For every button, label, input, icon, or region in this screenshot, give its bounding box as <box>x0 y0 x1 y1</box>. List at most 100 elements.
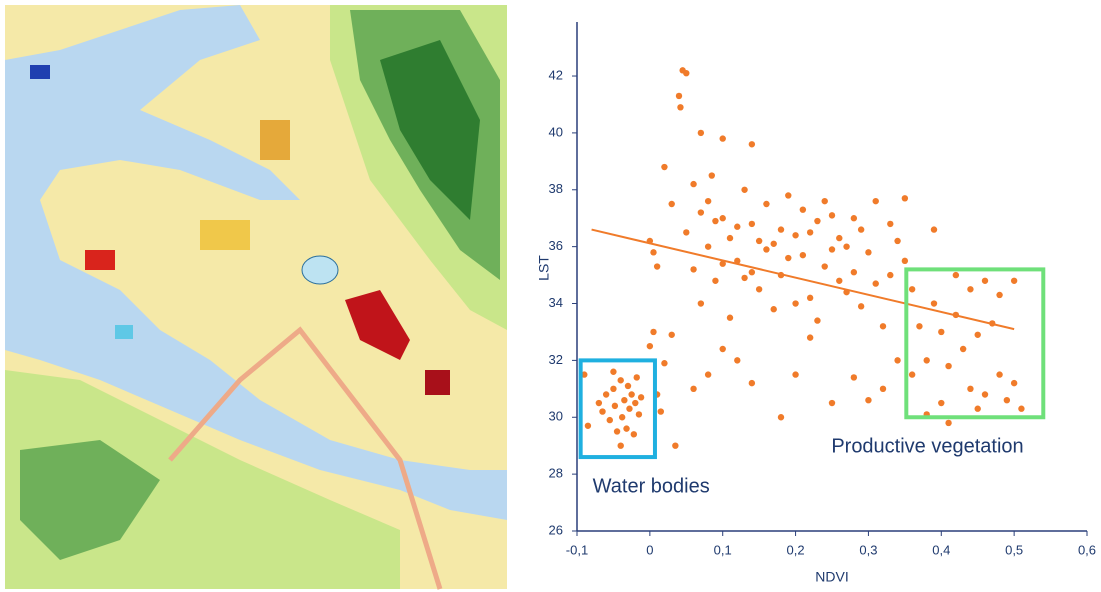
point <box>698 300 704 306</box>
point <box>618 442 624 448</box>
point <box>807 229 813 235</box>
point <box>792 232 798 238</box>
point <box>683 70 689 76</box>
point <box>603 391 609 397</box>
point <box>814 317 820 323</box>
point <box>785 192 791 198</box>
map-building <box>260 120 290 160</box>
point <box>873 198 879 204</box>
point <box>865 397 871 403</box>
point <box>778 414 784 420</box>
point <box>800 206 806 212</box>
point <box>599 408 605 414</box>
point <box>953 272 959 278</box>
point <box>734 357 740 363</box>
point <box>800 252 806 258</box>
map <box>5 5 507 589</box>
point <box>677 104 683 110</box>
y-tick-label: 26 <box>549 522 563 537</box>
point <box>909 371 915 377</box>
point <box>720 346 726 352</box>
point <box>676 93 682 99</box>
point <box>727 235 733 241</box>
map-building <box>425 370 450 395</box>
point <box>909 286 915 292</box>
map-building <box>115 325 133 339</box>
point <box>967 386 973 392</box>
figure: LST NDVI 262830323436384042-0,100,10,20,… <box>0 0 1101 592</box>
point <box>792 300 798 306</box>
y-tick-label: 34 <box>549 295 563 310</box>
point <box>734 224 740 230</box>
x-tick-label: 0,2 <box>787 542 805 557</box>
point <box>623 425 629 431</box>
y-axis-label: LST <box>536 255 552 281</box>
point <box>632 400 638 406</box>
point <box>807 334 813 340</box>
point <box>607 417 613 423</box>
point <box>931 226 937 232</box>
y-tick-label: 32 <box>549 352 563 367</box>
point <box>705 198 711 204</box>
x-axis-label: NDVI <box>815 569 848 585</box>
point <box>829 246 835 252</box>
point <box>626 406 632 412</box>
region-label: Productive vegetation <box>831 436 1023 458</box>
point <box>712 278 718 284</box>
point <box>887 272 893 278</box>
point <box>654 263 660 269</box>
x-tick-label: 0 <box>646 542 653 557</box>
point <box>822 198 828 204</box>
point <box>873 280 879 286</box>
point <box>771 306 777 312</box>
point <box>887 221 893 227</box>
point <box>619 414 625 420</box>
point <box>709 172 715 178</box>
y-tick-label: 40 <box>549 124 563 139</box>
point <box>778 226 784 232</box>
point <box>756 238 762 244</box>
point <box>712 218 718 224</box>
point <box>690 181 696 187</box>
point <box>836 278 842 284</box>
point <box>749 141 755 147</box>
point <box>851 215 857 221</box>
point <box>634 374 640 380</box>
point <box>727 315 733 321</box>
point <box>741 187 747 193</box>
x-tick-label: 0,4 <box>932 542 950 557</box>
y-tick-label: 28 <box>549 466 563 481</box>
x-tick-label: 0,3 <box>859 542 877 557</box>
point <box>931 300 937 306</box>
point <box>749 221 755 227</box>
point <box>621 397 627 403</box>
point <box>631 431 637 437</box>
point <box>690 386 696 392</box>
map-lake <box>302 256 338 284</box>
point <box>610 369 616 375</box>
point <box>1018 406 1024 412</box>
map-building <box>30 65 50 79</box>
y-tick-label: 36 <box>549 238 563 253</box>
point <box>698 130 704 136</box>
point <box>1011 380 1017 386</box>
point <box>960 346 966 352</box>
point <box>967 286 973 292</box>
point <box>902 195 908 201</box>
point <box>596 400 602 406</box>
point <box>741 275 747 281</box>
x-tick-label: -0,1 <box>566 542 588 557</box>
point <box>705 243 711 249</box>
point <box>610 386 616 392</box>
point <box>792 371 798 377</box>
point <box>829 400 835 406</box>
point <box>894 357 900 363</box>
point <box>658 408 664 414</box>
point <box>612 403 618 409</box>
point <box>851 269 857 275</box>
point <box>843 243 849 249</box>
point <box>698 209 704 215</box>
point <box>945 420 951 426</box>
point <box>945 363 951 369</box>
point <box>628 391 634 397</box>
